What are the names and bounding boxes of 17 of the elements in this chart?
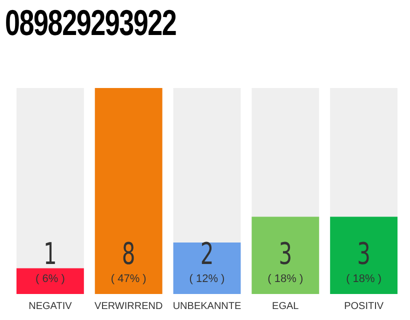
x-tick-label: NEGATIV	[28, 300, 72, 312]
annotation: ( 18% )	[268, 273, 304, 285]
data-label: 1	[44, 237, 57, 272]
chart-title: 089829293922	[5, 2, 176, 44]
annotation: ( 18% )	[346, 273, 382, 285]
data-label: 3	[278, 237, 292, 272]
x-tick-label: UNBEKANNTE	[172, 300, 242, 312]
annotation: ( 47% )	[110, 273, 146, 285]
data-label: 3	[357, 237, 370, 272]
data-label: 2	[200, 237, 214, 272]
annotation: ( 12% )	[189, 273, 225, 285]
bar	[16, 268, 84, 294]
x-tick-label: VERWIRREND	[94, 300, 163, 312]
x-tick-label: POSITIV	[344, 300, 384, 312]
data-label: 8	[122, 237, 136, 272]
annotation: ( 6% )	[36, 273, 65, 285]
x-tick-label: EGAL	[272, 300, 300, 312]
